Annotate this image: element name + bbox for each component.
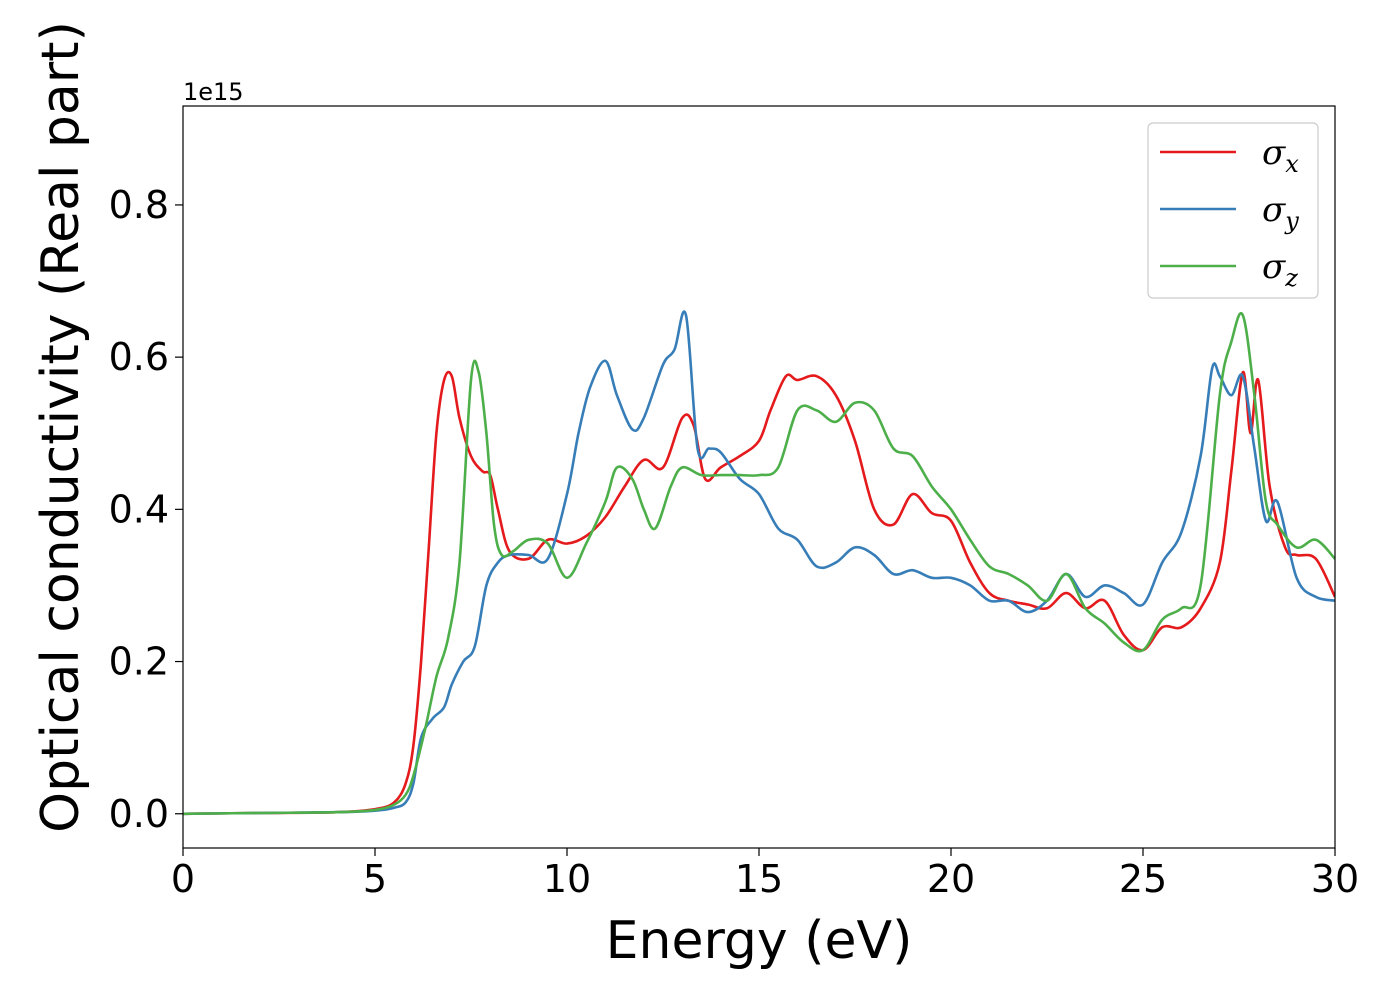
legend: σx σy σz bbox=[1147, 122, 1319, 299]
legend-box bbox=[1147, 122, 1319, 299]
y-axis-label: Optical conductivity (Real part) bbox=[31, 21, 91, 833]
y-tick-label: 0.0 bbox=[109, 792, 169, 836]
series-line-x bbox=[183, 370, 1335, 816]
y-tick-label: 0.8 bbox=[109, 183, 169, 227]
x-tick-label: 20 bbox=[927, 857, 975, 901]
legend-item-z: σz bbox=[1160, 247, 1298, 292]
x-tick-label: 15 bbox=[735, 857, 783, 901]
series-lines bbox=[183, 310, 1335, 816]
x-tick-label: 10 bbox=[543, 857, 591, 901]
x-tick-label: 5 bbox=[363, 857, 387, 901]
x-tick-label: 25 bbox=[1119, 857, 1167, 901]
legend-label: σz bbox=[1262, 247, 1298, 292]
legend-item-y: σy bbox=[1160, 190, 1299, 235]
y-tick-label: 0.2 bbox=[109, 640, 169, 684]
series-line-y bbox=[183, 310, 1335, 816]
series-line-z bbox=[183, 312, 1335, 816]
x-tick-label: 0 bbox=[171, 857, 195, 901]
legend-label: σx bbox=[1262, 133, 1299, 178]
y-offset-text: 1e15 bbox=[183, 78, 244, 106]
plot-area: 0 5 10 15 20 25 30 0.0 0.2 0.4 0.6 0.8 bbox=[109, 105, 1359, 901]
x-axis-label: Energy (eV) bbox=[606, 911, 913, 971]
y-tick-label: 0.6 bbox=[109, 335, 169, 379]
legend-item-x: σx bbox=[1160, 133, 1299, 178]
y-tick-label: 0.4 bbox=[109, 487, 169, 531]
x-tick-label: 30 bbox=[1311, 857, 1359, 901]
legend-label: σy bbox=[1262, 190, 1299, 235]
